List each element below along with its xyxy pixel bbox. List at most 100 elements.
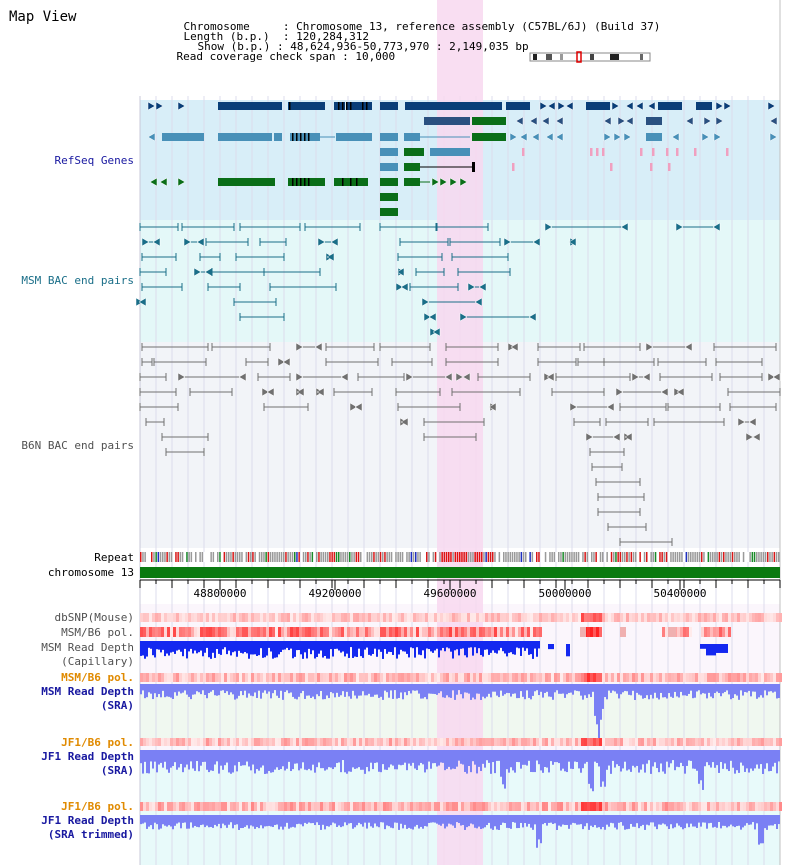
msm-pol-sra (497, 673, 500, 682)
jf1-depth-trimmed-bar (338, 815, 340, 826)
msm-pol-capillary (278, 627, 281, 637)
msm-pol-sra (308, 673, 311, 682)
repeat-element (230, 552, 232, 562)
jf1-depth-trimmed-bar (512, 815, 514, 823)
msm-depth-sra-bar (528, 684, 530, 698)
jf1-pol-sra (245, 738, 248, 746)
dbsnp-density (758, 613, 761, 622)
jf1-pol-sra (635, 738, 638, 746)
jf1-depth-trimmed-bar (666, 815, 668, 827)
dbsnp-density (497, 613, 500, 622)
jf1-depth-trimmed-bar (460, 815, 462, 826)
jf1-depth-trimmed-bar (482, 815, 484, 829)
msm-pol-sra-label: MSM/B6 pol. (61, 671, 134, 684)
repeat-element (247, 552, 250, 562)
refseq-gene-arrow (713, 132, 722, 142)
dbsnp-density (302, 613, 305, 622)
jf1-depth-sra-bar (532, 750, 534, 773)
msm-pol-capillary (722, 627, 725, 637)
msm-depth-capillary-bar (316, 641, 318, 657)
jf1-pol-trimmed (410, 802, 413, 811)
msm-depth-sra-bar (410, 684, 412, 694)
jf1-depth-trimmed-bar (616, 815, 618, 830)
msm-depth-capillary-bar (366, 641, 368, 648)
repeat-element (646, 552, 648, 562)
refseq-gene-arrow (459, 177, 468, 187)
msm-depth-capillary-bar (188, 641, 190, 652)
msm-depth-sra-bar (706, 684, 708, 699)
jf1-pol-trimmed (386, 802, 389, 811)
jf1-depth-trimmed-bar (372, 815, 374, 828)
jf1-depth-sra-bar (638, 750, 640, 773)
dbsnp-density (362, 613, 365, 622)
jf1-pol-sra (614, 738, 617, 746)
jf1-depth-trimmed-bar (594, 815, 596, 826)
jf1-depth-trimmed-bar (550, 815, 552, 823)
jf1-depth-sra-bar (308, 750, 310, 769)
msm-depth-capillary-bar (706, 644, 716, 656)
msm-depth-sra-bar (578, 684, 580, 692)
jf1-depth-trimmed-bar (722, 815, 724, 826)
jf1-pol-trimmed (749, 802, 752, 811)
msm-pol-sra (374, 673, 377, 682)
jf1-depth-trimmed-bar (354, 815, 356, 828)
msm-depth-capillary-bar (314, 641, 316, 659)
jf1-depth-sra-bar (620, 750, 622, 772)
repeat-element (357, 552, 360, 562)
refseq-gene-arrow (723, 101, 732, 111)
jf1-pol-sra (584, 738, 587, 746)
msm-pol-capillary (680, 627, 683, 637)
jf1-depth-sra-bar (430, 750, 432, 769)
msm-bac-pair-end (396, 267, 405, 277)
msm-pol-sra (740, 673, 743, 682)
jf1-pol-sra (386, 738, 389, 746)
jf1-depth-sra-bar (346, 750, 348, 774)
jf1-depth-sra-bar (560, 750, 562, 771)
dbsnp-density (287, 613, 290, 622)
jf1-depth-sra-bar (284, 750, 286, 771)
repeat-element (437, 552, 439, 562)
jf1-depth-sra-label: JF1 Read Depth (41, 750, 134, 763)
repeat-element (767, 552, 769, 562)
msm-pol-capillary (590, 627, 593, 637)
jf1-pol-trimmed (341, 802, 344, 811)
msm-depth-sra-bar (360, 684, 362, 696)
jf1-depth-sra-bar (348, 750, 350, 772)
dbsnp-density (563, 613, 566, 622)
msm-depth-capillary-bar (220, 641, 222, 655)
jf1-depth-trimmed-bar (500, 815, 502, 825)
dbsnp-density (227, 613, 230, 622)
jf1-pol-trimmed (272, 802, 275, 811)
repeat-element (166, 552, 168, 562)
jf1-depth-trimmed-bar (252, 815, 254, 827)
jf1-depth-trimmed-bar (260, 815, 262, 826)
repeat-element (305, 552, 307, 562)
jf1-depth-trimmed-bar (326, 815, 328, 827)
jf1-pol-sra (731, 738, 734, 746)
jf1-depth-trimmed-bar (470, 815, 472, 824)
jf1-depth-sra-bar (434, 750, 436, 764)
jf1-depth-sra-bar (216, 750, 218, 762)
jf1-pol-sra (509, 738, 512, 746)
msm-pol-capillary (287, 627, 290, 637)
repeat-element (371, 552, 373, 562)
dbsnp-density (572, 613, 575, 622)
jf1-depth-sra-bar (512, 750, 514, 771)
jf1-depth-sra-bar (194, 750, 196, 771)
repeat-element (157, 552, 160, 562)
dbsnp-density (407, 613, 410, 622)
jf1-depth-sra-bar (256, 750, 258, 770)
jf1-depth-sra-bar (736, 750, 738, 771)
msm-depth-capillary-bar (252, 641, 254, 655)
dbsnp-density (611, 613, 614, 622)
msm-depth-sra-bar (274, 684, 276, 691)
msm-depth-sra-bar (718, 684, 720, 694)
jf1-pol-trimmed (521, 802, 524, 811)
msm-pol-sra (509, 673, 512, 682)
msm-pol-sra (446, 673, 449, 682)
jf1-pol-trimmed (440, 802, 443, 811)
jf1-depth-sra-bar (716, 750, 718, 766)
jf1-depth-sra-bar (366, 750, 368, 768)
repeat-element (177, 552, 179, 562)
